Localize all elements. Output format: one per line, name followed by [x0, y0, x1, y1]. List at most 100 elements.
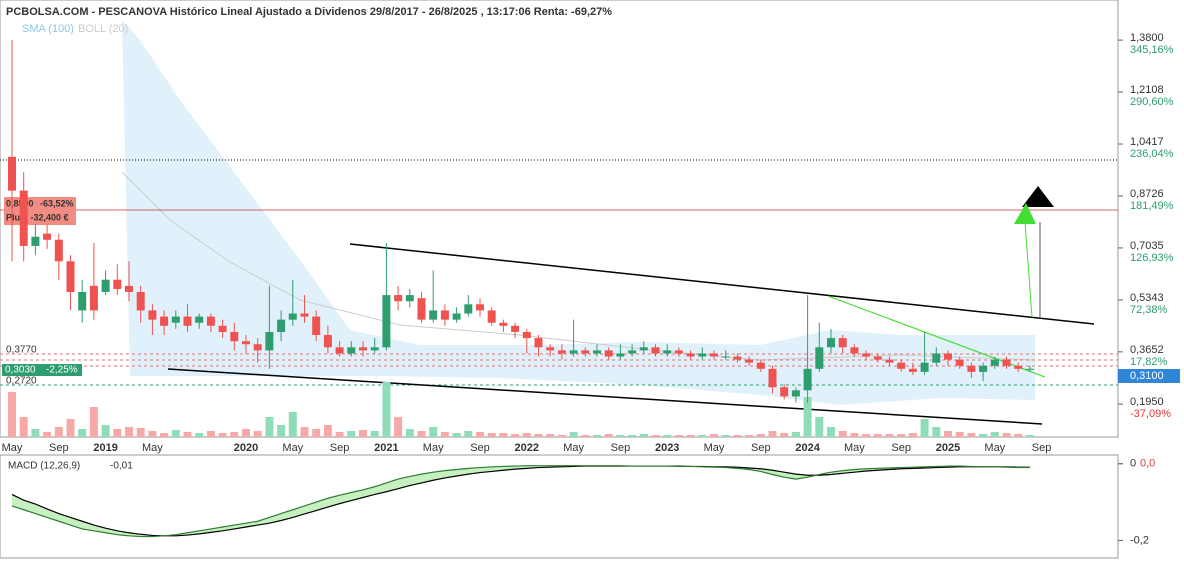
macd-value: -0,01: [110, 461, 133, 472]
candle-body: [534, 338, 543, 348]
candle-body: [265, 331, 274, 351]
trendline: [349, 243, 1095, 325]
arrow-head: [1014, 203, 1036, 224]
volume-bar: [932, 427, 941, 437]
volume-bar: [253, 431, 262, 437]
candle-body: [639, 347, 648, 351]
macd-signal: [11, 465, 1030, 537]
volume-bar: [1014, 434, 1023, 437]
volume-bar: [230, 432, 239, 437]
candle-body: [967, 365, 976, 372]
volume-bar: [8, 392, 16, 437]
volume-bar: [511, 434, 520, 437]
candle-body: [546, 347, 555, 351]
x-tick-label: 2019: [93, 442, 117, 454]
volume-bar: [616, 435, 625, 437]
trendline: [167, 368, 1043, 425]
title: PCBOLSA.COM - PESCANOVA Histórico Lineal…: [6, 6, 612, 18]
volume-bar: [944, 431, 952, 437]
volume-bar: [534, 434, 543, 437]
volume-bar: [370, 431, 379, 437]
candle-body: [89, 285, 98, 311]
y-tick-label: 0,5343: [1130, 292, 1164, 304]
annotation: -2,25%: [46, 365, 78, 376]
y-tick-percent: 236,04%: [1130, 148, 1174, 160]
x-tick-label: 2022: [515, 442, 539, 454]
annotation: 0,3770: [6, 345, 37, 356]
candle-body: [288, 313, 297, 320]
candle-body: [885, 359, 894, 363]
annotation: Plus: -32,400 €: [6, 212, 69, 222]
volume-bar: [54, 427, 63, 437]
candle-body: [710, 353, 718, 357]
candle-body: [206, 316, 215, 326]
volume-bar: [125, 427, 133, 437]
x-tick-label: May: [423, 442, 444, 454]
volume-bar: [873, 434, 882, 437]
volume-bar: [43, 432, 52, 437]
y-tick-label: 1,0417: [1130, 136, 1164, 148]
volume-bar: [218, 433, 227, 437]
candle-body: [43, 233, 52, 240]
volume-bar: [827, 427, 835, 437]
candle-body: [827, 338, 835, 348]
candle-body: [1014, 365, 1023, 369]
macd-label: MACD (12,26,9): [8, 461, 80, 472]
volume-bar: [698, 435, 707, 437]
volume-bar: [791, 432, 800, 437]
candle-body: [838, 338, 847, 348]
candle-body: [756, 362, 765, 369]
candle-body: [1002, 359, 1011, 366]
y-tick-percent: 126,93%: [1130, 252, 1174, 264]
volume-bar: [195, 433, 204, 437]
volume-bar: [440, 432, 449, 437]
x-tick-label: Sep: [470, 442, 490, 454]
candle-body: [721, 356, 730, 358]
candle-body: [873, 356, 882, 360]
candle-body: [335, 347, 344, 354]
volume-bar: [850, 433, 859, 437]
y-tick-label: 0,3652: [1130, 344, 1164, 356]
candle-body: [300, 313, 309, 317]
volume-bar: [593, 435, 601, 437]
candle-body: [476, 304, 484, 311]
candle-body: [359, 347, 367, 351]
volume-bar: [148, 431, 157, 437]
macd-pane: [0, 454, 1119, 559]
candle-body: [733, 356, 742, 360]
annotation: -63,52%: [40, 198, 74, 208]
y-tick-label: 0,8726: [1130, 188, 1164, 200]
candle-body: [897, 362, 906, 369]
volume-bar: [335, 432, 344, 437]
volume-bar: [347, 431, 356, 437]
volume-bar: [628, 435, 637, 437]
candle-body: [628, 350, 637, 354]
volume-bar: [101, 425, 110, 437]
y-tick-label: 0,1950: [1130, 396, 1164, 408]
volume-bar: [89, 407, 98, 437]
volume-bar: [663, 435, 672, 437]
x-tick-label: Sep: [1032, 442, 1052, 454]
volume-bar: [768, 431, 777, 437]
y-tick-label: 1,3800: [1130, 32, 1164, 44]
volume-bar: [967, 433, 976, 437]
volume-bar: [31, 429, 40, 437]
candle-body: [160, 316, 169, 326]
candle-body: [651, 347, 660, 354]
x-tick-label: 2025: [936, 442, 960, 454]
candle-body: [557, 350, 566, 354]
volume-bar: [113, 429, 122, 437]
x-tick-label: May: [2, 442, 23, 454]
x-tick-label: May: [704, 442, 725, 454]
x-tick-label: Sep: [891, 442, 911, 454]
volume-bar: [382, 382, 391, 437]
volume-bar: [464, 431, 473, 437]
candle-body: [429, 310, 438, 320]
macd-line: [11, 465, 1030, 538]
y-tick-percent: -37,09%: [1130, 408, 1171, 420]
candle-body: [312, 316, 321, 336]
candle-body: [791, 390, 800, 397]
y-tick-percent: 181,49%: [1130, 200, 1174, 212]
candle-body: [8, 156, 16, 191]
